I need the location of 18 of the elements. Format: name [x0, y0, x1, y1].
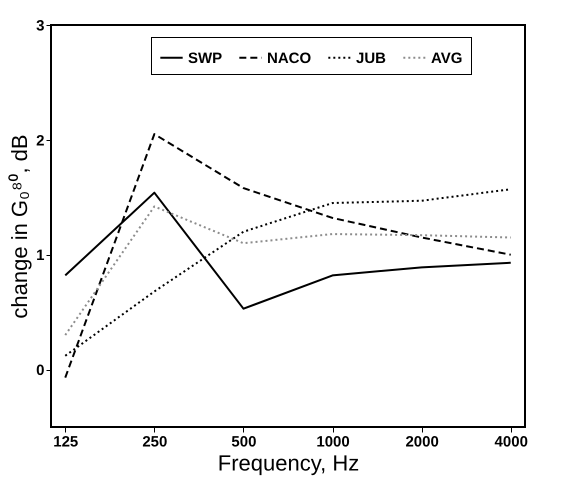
- x-tick-label: 500: [231, 434, 256, 450]
- y-tick-label: 2: [36, 132, 44, 150]
- legend-label: AVG: [431, 50, 462, 67]
- x-tick-label: 125: [53, 434, 78, 450]
- y-tick-label: 1: [36, 247, 44, 264]
- x-tick-label: 2000: [405, 434, 439, 450]
- x-tick-label: 1000: [316, 434, 350, 450]
- x-tick-label: 4000: [494, 434, 528, 450]
- y-axis-title: change in G₀⁸⁰, dB: [7, 134, 32, 319]
- line-series: [64, 205, 512, 336]
- line-series: [64, 133, 512, 379]
- legend-label: SWP: [188, 50, 222, 67]
- y-tick-label: 3: [36, 18, 44, 34]
- legend-label: JUB: [356, 50, 386, 67]
- x-axis-title: Frequency, Hz: [218, 450, 360, 476]
- x-tick-label: 250: [142, 434, 168, 450]
- legend-label: NACO: [267, 50, 312, 67]
- y-tick-label: 0: [36, 362, 44, 380]
